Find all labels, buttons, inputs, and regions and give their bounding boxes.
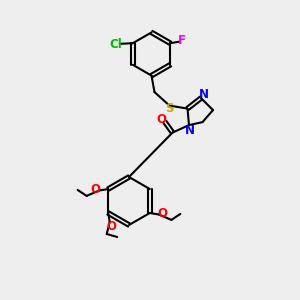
Text: N: N (184, 124, 195, 137)
Text: S: S (165, 102, 174, 115)
Text: O: O (91, 183, 100, 196)
Text: O: O (156, 112, 167, 126)
Text: O: O (106, 220, 116, 233)
Text: F: F (178, 34, 186, 47)
Text: N: N (199, 88, 209, 101)
Text: Cl: Cl (110, 38, 122, 51)
Text: O: O (158, 207, 167, 220)
